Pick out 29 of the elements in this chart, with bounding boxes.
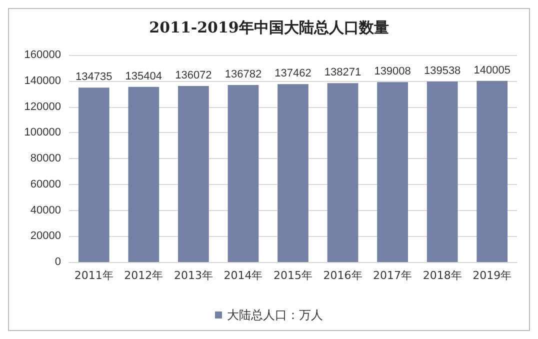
x-tick-label: 2016年: [323, 269, 362, 282]
y-tick-label: 120000: [24, 100, 61, 113]
y-tick-label: 0: [54, 256, 61, 268]
legend-label: 大陆总人口：万人: [227, 308, 323, 322]
x-tick-label: 2012年: [124, 269, 164, 282]
chart-title: 2011-2019年中国大陆总人口数量: [149, 18, 389, 36]
x-tick-label: 2017年: [373, 269, 412, 282]
x-tick-label: 2011年: [74, 269, 114, 282]
data-label: 139008: [374, 66, 411, 78]
x-tick-label: 2019年: [472, 269, 512, 282]
data-label: 137462: [274, 68, 312, 80]
data-label: 138271: [324, 66, 362, 79]
data-label: 135404: [125, 70, 162, 82]
y-tick-label: 20000: [30, 230, 61, 242]
y-tick-label: 100000: [24, 126, 61, 139]
y-tick-label: 40000: [30, 204, 61, 216]
x-tick-label: 2013年: [174, 269, 213, 282]
y-tick-label: 80000: [30, 152, 61, 164]
y-tick-label: 160000: [24, 49, 61, 61]
y-tick-label: 140000: [24, 74, 61, 87]
y-tick-label: 60000: [30, 178, 61, 190]
data-label: 136782: [224, 68, 262, 81]
x-tick-label: 2015年: [274, 269, 312, 282]
x-tick-label: 2014年: [224, 269, 263, 282]
x-tick-label: 2018年: [422, 269, 462, 282]
data-label: 134735: [76, 71, 112, 84]
data-label: 139538: [424, 64, 461, 77]
data-label: 136072: [175, 69, 212, 82]
data-label: 140005: [474, 64, 510, 76]
